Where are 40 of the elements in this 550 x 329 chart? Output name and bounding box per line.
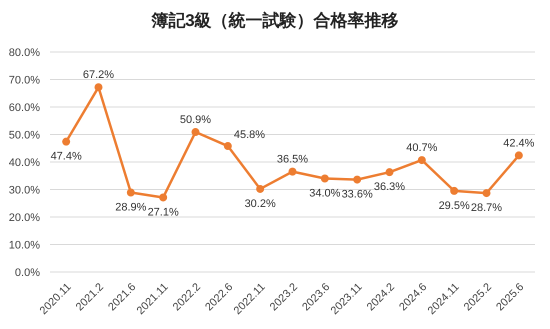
data-label: 30.2% <box>244 198 276 210</box>
y-tick-label: 60.0% <box>8 102 40 114</box>
data-label: 45.8% <box>234 129 266 142</box>
y-tick-label: 80.0% <box>8 47 40 59</box>
point <box>482 189 490 198</box>
point <box>192 128 200 136</box>
chart-title: 簿記3級（統一試験）合格率推移 <box>150 11 399 30</box>
point <box>224 142 232 150</box>
point <box>256 184 264 193</box>
point <box>418 156 426 164</box>
y-tick-label: 40.0% <box>8 157 40 169</box>
data-label: 67.2% <box>82 69 114 82</box>
data-label: 36.5% <box>276 154 308 166</box>
y-tick-label: 20.0% <box>8 212 40 224</box>
data-label: 29.5% <box>438 200 470 212</box>
data-label: 34.0% <box>309 188 341 200</box>
data-label: 50.9% <box>180 114 212 126</box>
data-label: 27.1% <box>148 206 179 218</box>
point <box>450 186 458 195</box>
y-tick-label: 50.0% <box>8 130 40 142</box>
data-label: 33.6% <box>342 188 373 201</box>
y-tick-label: 30.0% <box>8 184 40 196</box>
data-label: 36.3% <box>374 181 406 194</box>
point <box>386 168 394 176</box>
point <box>159 193 168 202</box>
point <box>320 174 329 182</box>
y-tick-label: 70.0% <box>8 74 40 86</box>
data-label: 42.4% <box>503 137 535 150</box>
data-label: 28.7% <box>470 202 502 214</box>
data-label: 28.9% <box>115 202 147 214</box>
point <box>288 168 296 176</box>
y-tick-label: 0.0% <box>14 267 40 279</box>
point <box>126 188 135 197</box>
point <box>94 83 102 92</box>
point <box>514 151 523 160</box>
y-tick-label: 10.0% <box>8 240 40 252</box>
data-label: 47.4% <box>50 150 82 163</box>
data-label: 40.7% <box>406 142 438 154</box>
point <box>62 138 70 146</box>
point <box>353 176 362 184</box>
